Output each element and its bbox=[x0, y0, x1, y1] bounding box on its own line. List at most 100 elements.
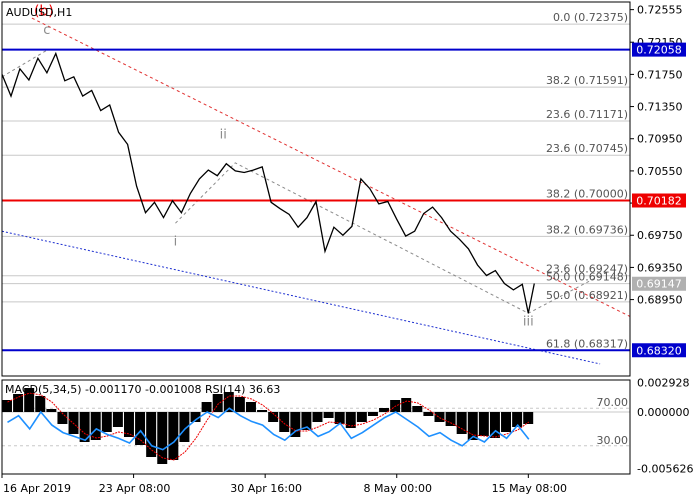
macd-histogram-bar bbox=[345, 412, 356, 428]
macd-histogram-bar bbox=[456, 412, 467, 434]
macd-tick-label: -0.005626 bbox=[637, 462, 693, 475]
macd-histogram-bar bbox=[523, 412, 534, 424]
macd-histogram-bar bbox=[101, 412, 112, 432]
macd-histogram-bar bbox=[379, 408, 390, 412]
fib-level-label: 23.6 (0.71171) bbox=[546, 108, 628, 121]
upper-trend-line bbox=[31, 17, 631, 317]
fib-level-label: 50.0 (0.69148) bbox=[546, 271, 628, 284]
wave-label: iii bbox=[523, 314, 534, 329]
macd-histogram-bar bbox=[123, 412, 134, 437]
macd-histogram-bar bbox=[57, 412, 68, 424]
rsi-line bbox=[7, 407, 530, 451]
y-tick-label: 0.70550 bbox=[637, 165, 683, 178]
fib-level-label: 50.0 (0.68921) bbox=[546, 289, 628, 302]
macd-histogram-bar bbox=[13, 394, 24, 412]
macd-histogram-bar bbox=[234, 397, 245, 412]
macd-histogram-bar bbox=[268, 412, 279, 422]
fib-level-label: 38.2 (0.71591) bbox=[546, 74, 628, 87]
fib-level-label: 23.6 (0.69247) bbox=[546, 263, 628, 276]
macd-histogram-bar bbox=[157, 412, 168, 464]
macd-histogram-bar bbox=[401, 398, 412, 412]
main-pane-frame bbox=[1, 1, 631, 377]
fib-level-label: 0.0 (0.72375) bbox=[553, 11, 628, 24]
macd-histogram-bar bbox=[334, 412, 345, 424]
macd-histogram-bar bbox=[367, 412, 378, 416]
y-tick-label: 0.72555 bbox=[637, 4, 683, 17]
macd-histogram-bar bbox=[79, 412, 90, 442]
macd-tick-label: 0.002928 bbox=[637, 377, 690, 390]
macd-histogram-bar bbox=[135, 412, 146, 445]
macd-histogram-bar bbox=[2, 400, 12, 412]
macd-histogram-bar bbox=[423, 412, 434, 416]
wave-label: c bbox=[43, 23, 50, 38]
macd-histogram-bar bbox=[489, 412, 500, 438]
impulse-channel-line bbox=[175, 162, 601, 314]
last-price-badge bbox=[632, 276, 686, 291]
macd-histogram-bar bbox=[46, 409, 57, 412]
fib-level-label: 61.8 (0.68317) bbox=[546, 338, 628, 351]
macd-histogram-bar bbox=[434, 412, 445, 422]
macd-histogram-bar bbox=[168, 412, 179, 460]
wave-label: ii bbox=[220, 128, 227, 143]
macd-histogram-bar bbox=[279, 412, 290, 432]
chart-title: AUDUSD,H1 bbox=[6, 6, 72, 19]
macd-histogram-bar bbox=[201, 402, 212, 412]
macd-histogram-bar bbox=[24, 388, 35, 412]
level-price-text: 0.70182 bbox=[636, 195, 682, 208]
y-tick-label: 0.70950 bbox=[637, 133, 683, 146]
macd-histogram-bar bbox=[323, 412, 334, 418]
y-tick-label: 0.69750 bbox=[637, 229, 683, 242]
macd-histogram-bar bbox=[146, 412, 157, 457]
indicator-pane-frame bbox=[1, 379, 631, 475]
level-price-badge bbox=[632, 42, 686, 57]
wave-c-line bbox=[1, 49, 48, 78]
macd-histogram-bar bbox=[223, 392, 234, 412]
fib-level-label: 23.6 (0.70745) bbox=[546, 142, 628, 155]
macd-histogram-bar bbox=[35, 396, 46, 412]
macd-histogram-bar bbox=[467, 412, 478, 440]
macd-histogram-bar bbox=[212, 394, 223, 412]
level-price-text: 0.68320 bbox=[636, 344, 682, 357]
macd-histogram-bar bbox=[301, 412, 312, 430]
macd-histogram-bar bbox=[478, 412, 489, 436]
wave-label: (b) bbox=[34, 4, 54, 20]
x-tick-label: 23 Apr 08:00 bbox=[99, 482, 171, 495]
level-price-badge bbox=[632, 193, 686, 208]
macd-histogram-bar bbox=[190, 412, 201, 422]
y-tick-label: 0.69350 bbox=[637, 261, 683, 274]
last-price-text: 0.69147 bbox=[636, 278, 682, 291]
macd-histogram-bar bbox=[179, 412, 190, 442]
y-tick-label: 0.68950 bbox=[637, 294, 683, 307]
macd-histogram-bar bbox=[501, 412, 512, 432]
x-tick-label: 30 Apr 16:00 bbox=[230, 482, 302, 495]
x-tick-label: 16 Apr 2019 bbox=[3, 482, 71, 495]
macd-histogram-bar bbox=[245, 402, 256, 412]
rsi-tick-label: 70.00 bbox=[597, 396, 629, 409]
macd-tick-label: 0.000000 bbox=[637, 406, 690, 419]
macd-histogram-bar bbox=[412, 406, 423, 412]
y-tick-label: 0.71350 bbox=[637, 101, 683, 114]
macd-histogram-bar bbox=[512, 412, 523, 427]
fib-level-label: 38.2 (0.70000) bbox=[546, 188, 628, 201]
macd-histogram-bar bbox=[112, 412, 123, 427]
macd-histogram-bar bbox=[90, 412, 101, 440]
macd-histogram-bar bbox=[312, 412, 323, 422]
y-tick-label: 0.71750 bbox=[637, 68, 683, 81]
level-price-badge bbox=[632, 343, 686, 358]
rsi-tick-label: 30.00 bbox=[597, 434, 629, 447]
macd-signal-line bbox=[7, 392, 530, 461]
wave-label: i bbox=[174, 235, 178, 250]
macd-histogram-bar bbox=[257, 410, 268, 412]
macd-histogram-bar bbox=[290, 412, 301, 437]
level-price-text: 0.72058 bbox=[636, 44, 682, 57]
lower-trend-line bbox=[1, 230, 601, 365]
fib-level-label: 38.2 (0.69736) bbox=[546, 223, 628, 236]
x-tick-label: 8 May 00:00 bbox=[364, 482, 432, 495]
macd-histogram-bar bbox=[445, 412, 456, 426]
x-tick-label: 15 May 08:00 bbox=[492, 482, 567, 495]
price-line bbox=[1, 51, 535, 314]
indicator-label: MACD(5,34,5) -0.001170 -0.001008 RSI(14)… bbox=[5, 383, 280, 396]
macd-histogram-bar bbox=[356, 412, 367, 422]
